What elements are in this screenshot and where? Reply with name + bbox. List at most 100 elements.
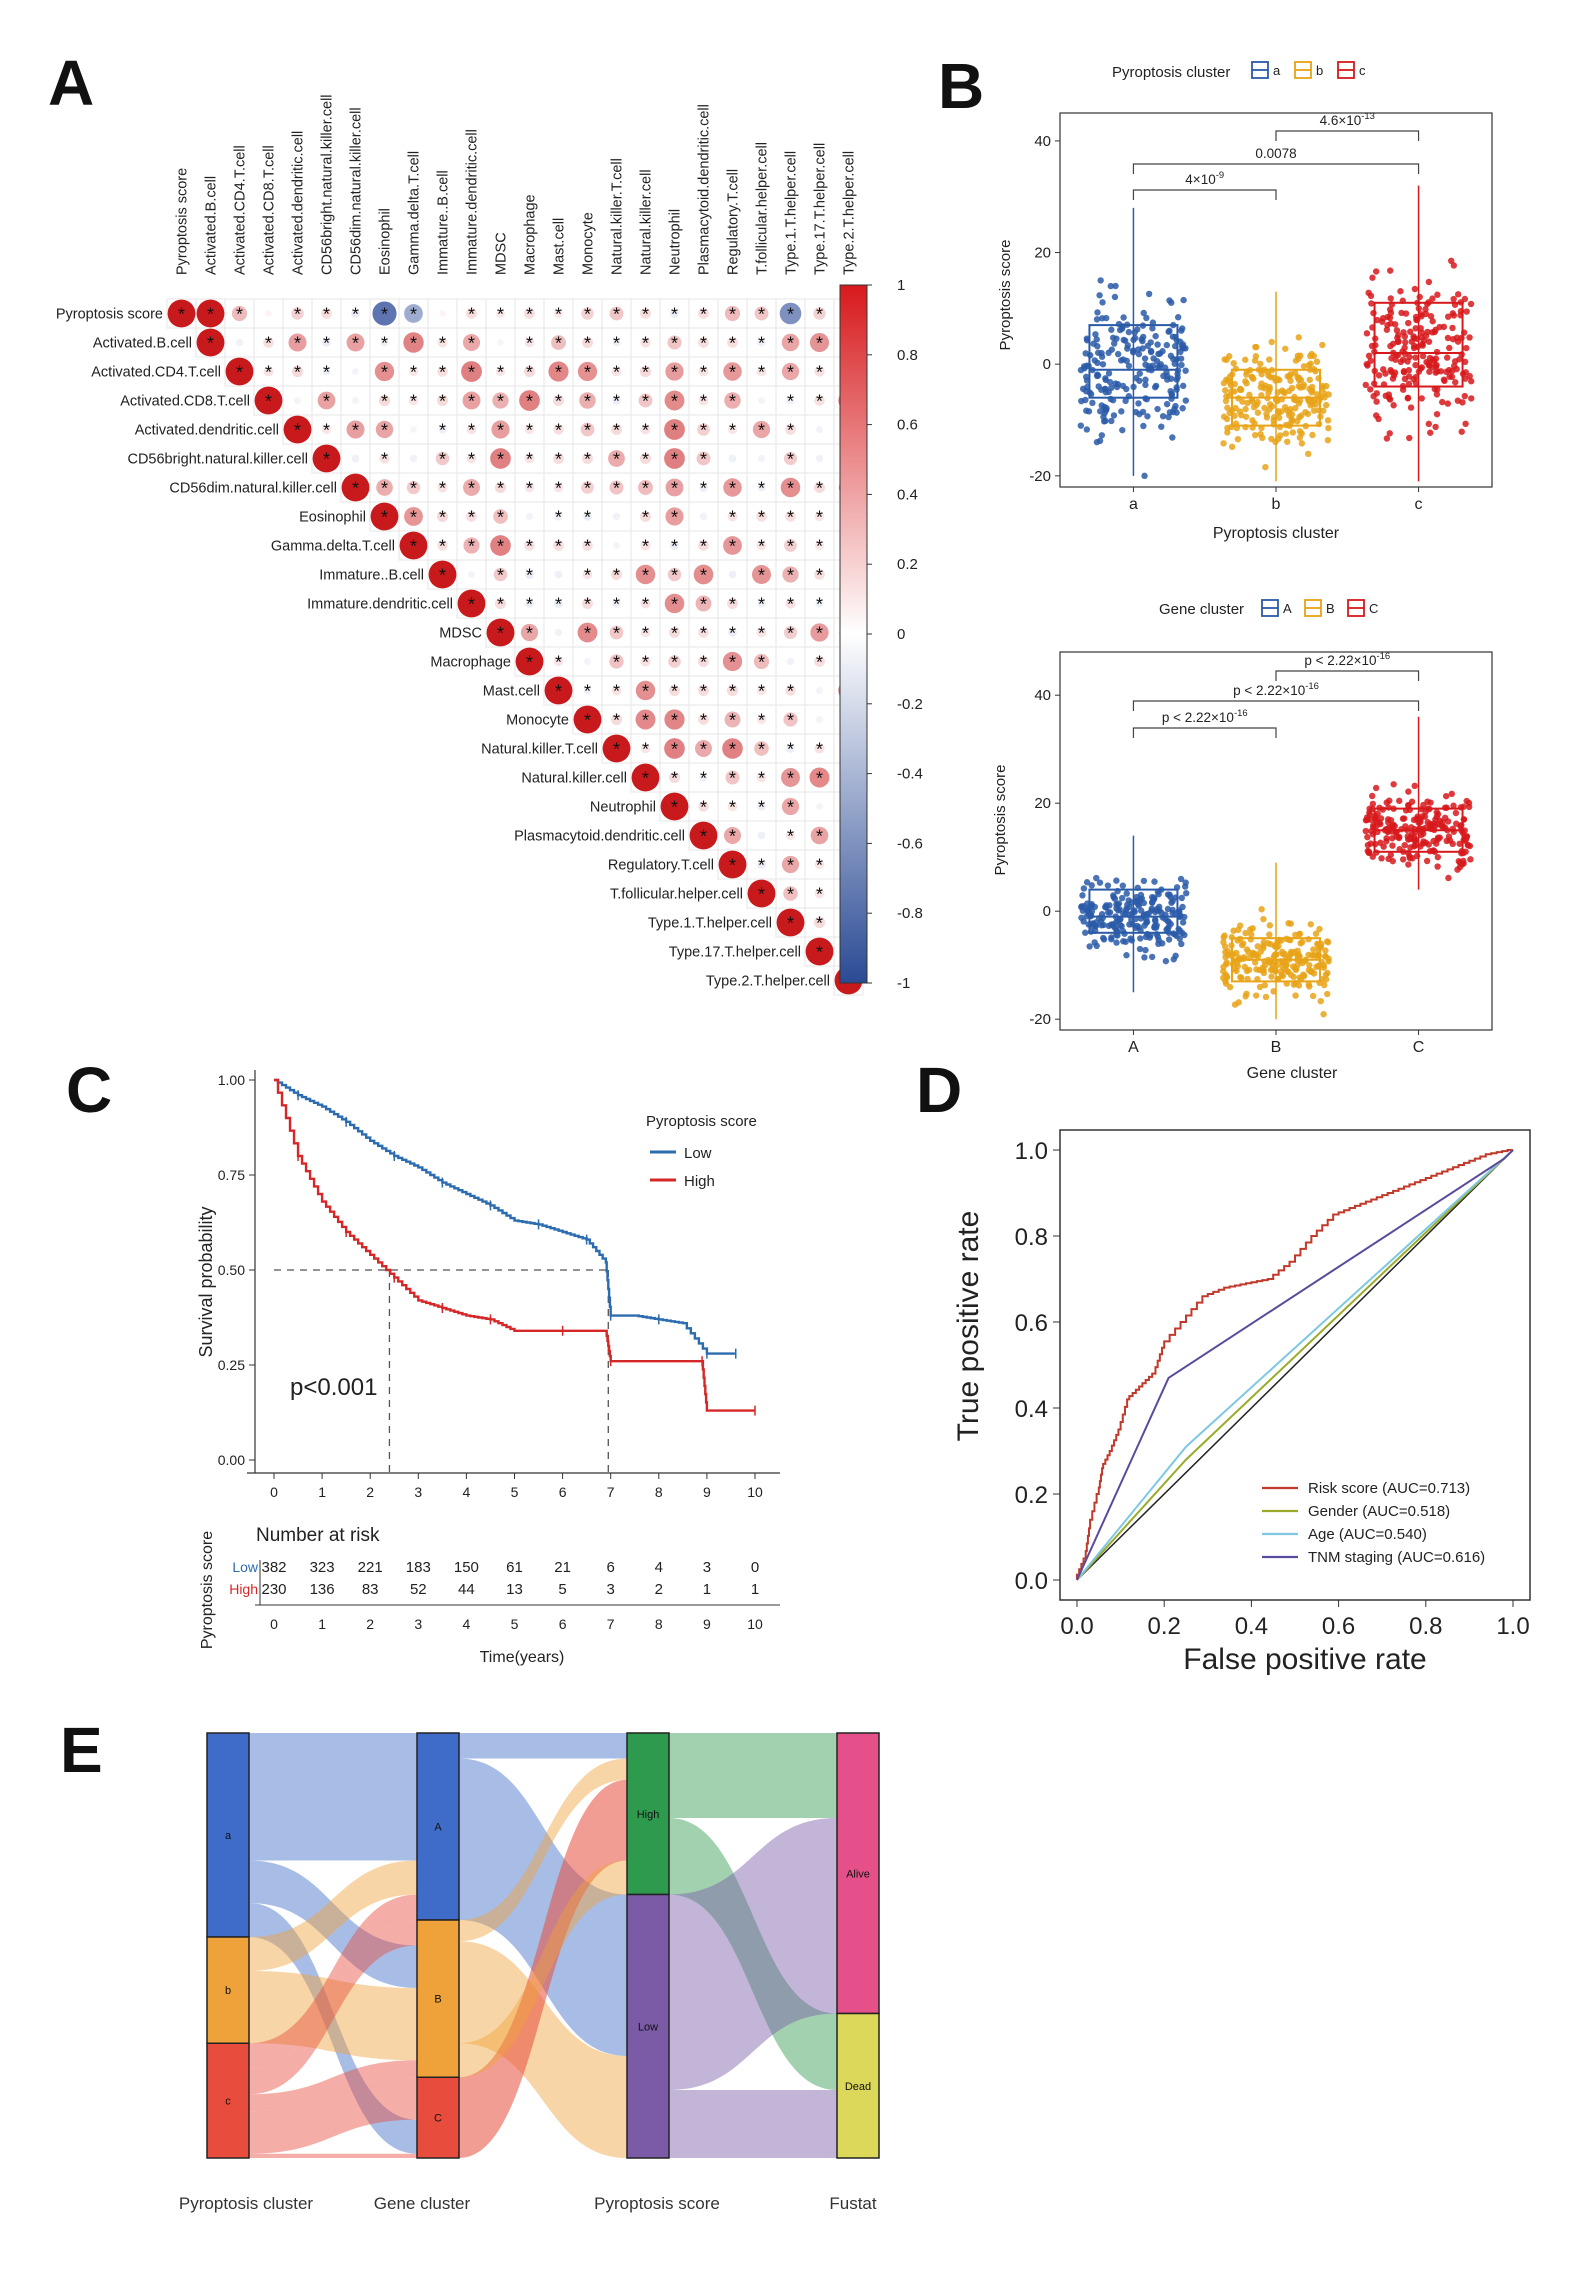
row-label: Regulatory.T.cell bbox=[608, 858, 714, 874]
significance-star: * bbox=[584, 624, 591, 644]
jitter-point bbox=[1268, 338, 1275, 346]
jitter-point bbox=[1236, 922, 1244, 929]
jitter-point bbox=[1166, 297, 1173, 304]
jitter-point bbox=[1320, 1011, 1327, 1018]
risk-x-tick-label: 10 bbox=[747, 1616, 763, 1632]
sankey-node-label: a bbox=[225, 1830, 232, 1842]
row-label: Type.1.T.helper.cell bbox=[648, 916, 772, 932]
heatmap-circle bbox=[525, 570, 534, 579]
jitter-point bbox=[1383, 326, 1391, 333]
heatmap-circle bbox=[428, 560, 457, 589]
heatmap-circle bbox=[723, 362, 742, 381]
significance-star: * bbox=[352, 421, 359, 441]
jitter-point bbox=[1425, 841, 1432, 848]
jitter-point bbox=[1108, 326, 1115, 333]
significance-star: * bbox=[439, 537, 446, 557]
jitter-point bbox=[1384, 816, 1392, 823]
significance-star: * bbox=[526, 624, 533, 644]
significance-star: * bbox=[584, 537, 591, 557]
jitter-point bbox=[1380, 843, 1387, 850]
jitter-point bbox=[1104, 882, 1112, 889]
sankey-node-c bbox=[206, 2042, 250, 2159]
jitter-point bbox=[1146, 934, 1153, 941]
jitter-point bbox=[1111, 293, 1119, 301]
significance-star: * bbox=[381, 508, 388, 528]
heatmap-circle bbox=[726, 684, 739, 697]
jitter-point bbox=[1232, 365, 1239, 372]
significance-star: * bbox=[555, 595, 562, 615]
colorbar-tick-label: 0.8 bbox=[897, 347, 918, 364]
sankey-flow bbox=[459, 1779, 627, 2158]
significance-star: * bbox=[700, 537, 707, 557]
jitter-point bbox=[1386, 797, 1393, 804]
significance-star: * bbox=[497, 305, 504, 325]
colorbar-tick-label: -0.4 bbox=[897, 766, 923, 783]
jitter-point bbox=[1266, 356, 1273, 363]
jitter-point bbox=[1243, 990, 1250, 997]
column-label: Type.2.T.helper.cell bbox=[842, 151, 858, 275]
jitter-point bbox=[1411, 843, 1418, 850]
jitter-point bbox=[1254, 398, 1261, 406]
x-tick-label: 9 bbox=[703, 1484, 711, 1500]
panel-label-c: C bbox=[66, 1054, 112, 1126]
y-tick-label: 40 bbox=[1034, 133, 1051, 150]
jitter-point bbox=[1136, 377, 1143, 384]
jitter-point bbox=[1307, 968, 1315, 976]
heatmap-circle bbox=[758, 397, 765, 404]
significance-star: * bbox=[787, 856, 794, 876]
jitter-point bbox=[1321, 981, 1328, 989]
jitter-point bbox=[1454, 866, 1461, 873]
heatmap-circle bbox=[283, 415, 312, 444]
heatmap-circle bbox=[582, 540, 593, 551]
significance-star: * bbox=[729, 856, 736, 876]
jitter-point bbox=[1417, 311, 1425, 318]
jitter-point bbox=[1306, 962, 1313, 969]
significance-star: * bbox=[526, 653, 533, 673]
jitter-point bbox=[1101, 403, 1108, 411]
row-label: Neutrophil bbox=[590, 800, 656, 816]
significance-star: * bbox=[381, 479, 388, 499]
x-tick-label: 2 bbox=[366, 1484, 374, 1500]
jitter-point bbox=[1248, 931, 1255, 938]
jitter-point bbox=[1304, 395, 1312, 402]
significance-star: * bbox=[642, 653, 649, 673]
x-tick-label: B bbox=[1271, 1039, 1282, 1056]
significance-star: * bbox=[671, 769, 678, 789]
jitter-point bbox=[1432, 423, 1439, 431]
jitter-point bbox=[1266, 401, 1274, 408]
jitter-point bbox=[1113, 939, 1120, 946]
heatmap-circle bbox=[231, 305, 248, 322]
jitter-point bbox=[1287, 971, 1295, 979]
comparison-pvalue: 0.0078 bbox=[1255, 146, 1296, 161]
significance-star: * bbox=[700, 653, 707, 673]
heatmap-circle bbox=[573, 705, 602, 734]
jitter-point bbox=[1287, 405, 1294, 413]
heatmap-circle bbox=[468, 571, 475, 578]
jitter-point bbox=[1220, 968, 1227, 975]
risk-x-tick-label: 6 bbox=[559, 1616, 567, 1632]
x-tick-label: 0.6 bbox=[1322, 1613, 1355, 1640]
heatmap-circle bbox=[321, 424, 332, 435]
jitter-point bbox=[1169, 897, 1176, 905]
heatmap-circle bbox=[612, 512, 621, 521]
y-tick-label: 1.0 bbox=[1015, 1138, 1048, 1165]
significance-star: * bbox=[642, 595, 649, 615]
risk-count: 136 bbox=[310, 1581, 335, 1598]
column-label: Immature.dendritic.cell bbox=[465, 129, 481, 275]
heatmap-circle bbox=[167, 299, 196, 328]
jitter-point bbox=[1263, 414, 1271, 421]
jitter-point bbox=[1132, 408, 1140, 416]
heatmap-circle bbox=[786, 744, 795, 753]
jitter-point bbox=[1141, 355, 1149, 362]
significance-star: * bbox=[671, 450, 678, 470]
jitter-point bbox=[1387, 267, 1394, 274]
jitter-point bbox=[1388, 835, 1396, 842]
column-label: Eosinophil bbox=[378, 208, 394, 275]
b-top-xlabel: Pyroptosis cluster bbox=[1213, 525, 1340, 542]
jitter-point bbox=[1232, 404, 1239, 412]
heatmap-circle bbox=[408, 395, 419, 406]
significance-star: * bbox=[671, 595, 678, 615]
significance-star: * bbox=[497, 392, 504, 412]
correlation-heatmap: * * * * * * * * * * * * * * * * * * * * * * * * * * * * * * * * * * * * * * * *… bbox=[56, 94, 923, 996]
significance-star: * bbox=[526, 421, 533, 441]
